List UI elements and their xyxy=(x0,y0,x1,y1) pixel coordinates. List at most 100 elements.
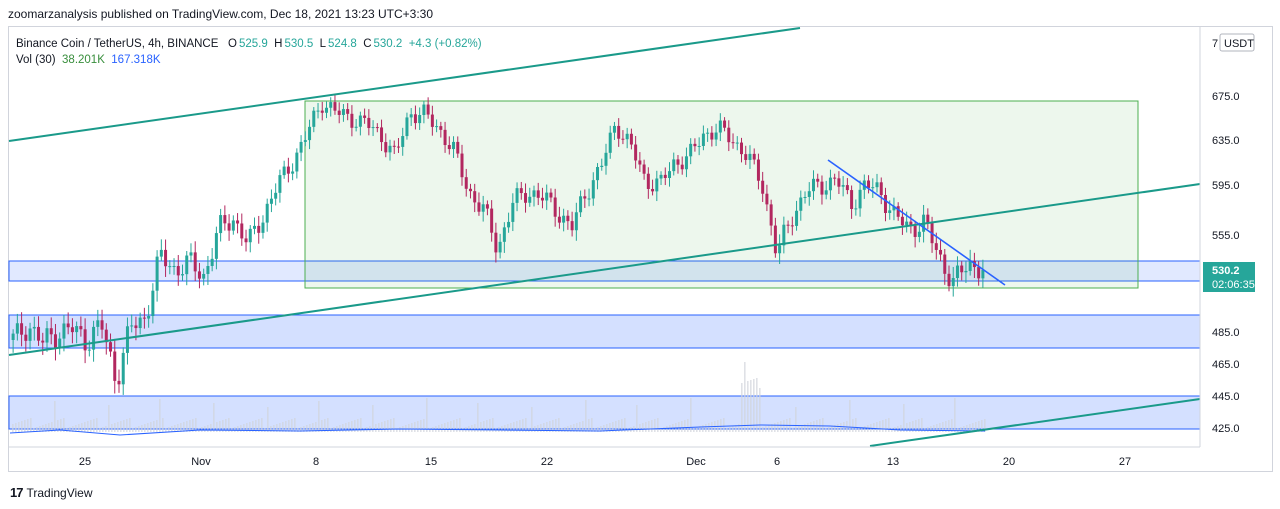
open-value: 525.9 xyxy=(238,38,268,50)
candle-body xyxy=(977,267,981,279)
candle-body xyxy=(905,221,909,226)
candle-body xyxy=(782,224,786,246)
volume-bar xyxy=(666,426,668,432)
candle-body xyxy=(557,216,561,223)
volume-bar xyxy=(408,424,410,432)
volume-bar xyxy=(936,424,938,432)
candle-body xyxy=(892,206,896,211)
candle-body xyxy=(464,177,468,189)
volume-bar xyxy=(753,379,755,432)
candle-body xyxy=(490,208,494,233)
volume-bar xyxy=(681,421,683,432)
candle-body xyxy=(460,153,464,178)
volume-bar xyxy=(114,423,116,432)
volume-bar xyxy=(63,418,65,432)
volume-bar xyxy=(315,422,317,432)
volume-bar xyxy=(489,419,491,432)
candle-body xyxy=(693,143,697,147)
volume-bar xyxy=(30,418,32,432)
candle-body xyxy=(20,323,24,335)
volume-bar xyxy=(543,423,545,432)
volume-bar xyxy=(216,422,218,432)
tradingview-brand[interactable]: TradingView xyxy=(26,485,93,500)
volume-bar xyxy=(123,420,125,432)
candle-body xyxy=(473,191,477,203)
volume-bar xyxy=(69,427,71,432)
volume-bar xyxy=(915,420,917,432)
volume-bar xyxy=(531,407,533,432)
candle-body xyxy=(477,202,481,212)
volume-bar xyxy=(984,419,986,432)
candle-body xyxy=(456,141,460,154)
volume-bar xyxy=(327,418,329,432)
price-tick-label: 425.0 xyxy=(1212,423,1240,435)
candle-body xyxy=(608,132,612,153)
candle-body xyxy=(244,238,248,243)
symbol-label[interactable]: Binance Coin / TetherUS, 4h, BINANCE xyxy=(16,38,219,50)
volume-bar xyxy=(456,419,458,432)
candle-body xyxy=(689,143,693,157)
volume-bar xyxy=(726,428,728,432)
candle-body xyxy=(109,342,113,352)
candle-body xyxy=(41,340,45,343)
candle-body xyxy=(532,190,536,197)
candle-body xyxy=(524,193,528,203)
candle-body xyxy=(939,249,943,255)
price-tick-top: 7 xyxy=(1212,38,1218,50)
open-label: O xyxy=(228,38,237,50)
candle-body xyxy=(587,198,591,200)
price-tick-label: 675.0 xyxy=(1212,91,1240,103)
candle-body xyxy=(388,145,392,153)
volume-bar xyxy=(33,428,35,432)
candle-body xyxy=(291,171,295,174)
tradingview-logo-icon[interactable]: 17 xyxy=(10,485,24,500)
candle-body xyxy=(629,133,633,145)
volume-bar xyxy=(648,421,650,432)
candle-body xyxy=(197,271,201,279)
candle-body xyxy=(850,190,854,210)
candle-body xyxy=(83,329,87,351)
volume-bar xyxy=(972,423,974,432)
volume-bar xyxy=(645,422,647,432)
candle-body xyxy=(240,223,244,239)
volume-bar xyxy=(450,421,452,432)
volume-bar xyxy=(441,424,443,432)
volume-bar xyxy=(84,422,86,432)
volume-bar xyxy=(546,422,548,432)
candle-body xyxy=(875,182,879,188)
candle-body xyxy=(172,266,176,268)
candle-body xyxy=(845,185,849,191)
candle-body xyxy=(913,225,917,237)
legend-price-row: Binance Coin / TetherUS, 4h, BINANCE O 52… xyxy=(16,36,482,52)
volume-label[interactable]: Vol (30) xyxy=(16,54,56,66)
volume-bar xyxy=(804,424,806,432)
volume-bar xyxy=(561,428,563,432)
candle-body xyxy=(697,145,701,147)
candle-body xyxy=(130,325,134,327)
volume-bar xyxy=(348,422,350,432)
volume-bar xyxy=(18,422,20,432)
volume-bar xyxy=(975,422,977,432)
volume-bar xyxy=(249,422,251,432)
volume-bar xyxy=(747,381,749,432)
candle-body xyxy=(731,142,735,144)
volume-bar xyxy=(510,423,512,432)
volume-bar xyxy=(732,426,734,432)
high-value: 530.5 xyxy=(284,38,314,50)
volume-bar xyxy=(768,425,770,432)
candle-body xyxy=(329,102,333,108)
volume-bar xyxy=(378,423,380,432)
candle-body xyxy=(562,215,566,223)
candle-body xyxy=(155,256,159,291)
volume-bar xyxy=(741,383,743,432)
volume-bar xyxy=(807,423,809,432)
candle-body xyxy=(540,197,544,201)
volume-bar xyxy=(51,422,53,432)
volume-bar xyxy=(933,425,935,432)
volume-bar xyxy=(42,425,44,432)
candle-body xyxy=(269,198,273,204)
volume-bar xyxy=(108,405,110,432)
volume-bar xyxy=(150,422,152,432)
volume-bar xyxy=(153,421,155,432)
